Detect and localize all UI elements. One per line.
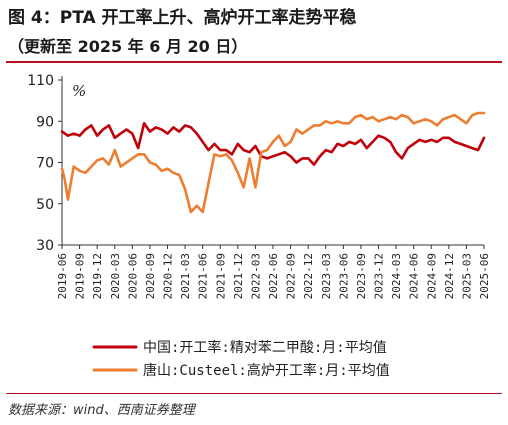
y-unit-label: % bbox=[72, 82, 86, 100]
x-tick-label: 2022-12 bbox=[302, 253, 315, 299]
x-tick-label: 2022-06 bbox=[267, 253, 280, 299]
x-tick-label: 2023-06 bbox=[337, 253, 350, 299]
y-tick-label: 110 bbox=[27, 73, 54, 89]
y-tick-label: 70 bbox=[36, 156, 54, 172]
source-rule bbox=[6, 393, 502, 394]
legend-label-2: 唐山:Custeel:高炉开工率:月:平均值 bbox=[143, 362, 390, 379]
x-tick-label: 2019-12 bbox=[91, 253, 104, 299]
x-tick-label: 2020-03 bbox=[109, 253, 122, 299]
chart-series bbox=[60, 111, 486, 214]
line-chart: 30 50 70 90 110% 2019-06 2019-09 2019-12 2020-03… bbox=[27, 73, 491, 379]
x-tick-label: 2020-06 bbox=[126, 253, 139, 299]
x-tick-label: 2019-06 bbox=[56, 253, 69, 299]
x-tick-label: 2020-09 bbox=[144, 253, 157, 299]
chart-legend: 中国:开工率:精对苯二甲酸:月:平均值唐山:Custeel:高炉开工率:月:平均… bbox=[92, 339, 390, 379]
x-tick-label: 2021-03 bbox=[179, 253, 192, 299]
x-tick-label: 2022-03 bbox=[249, 253, 262, 299]
x-tick-label: 2024-03 bbox=[390, 253, 403, 299]
x-tick-label: 2021-12 bbox=[232, 253, 245, 299]
x-tick-label: 2024-12 bbox=[443, 253, 456, 299]
y-tick-label: 30 bbox=[36, 238, 54, 254]
y-tick-label: 50 bbox=[36, 197, 54, 213]
x-tick-label: 2025-03 bbox=[460, 253, 473, 299]
x-tick-label: 2024-06 bbox=[408, 253, 421, 299]
x-tick-label: 2021-06 bbox=[197, 253, 210, 299]
x-tick-label: 2023-03 bbox=[320, 253, 333, 299]
x-tick-label: 2020-12 bbox=[162, 253, 175, 299]
series-line-1 bbox=[60, 122, 486, 166]
x-tick-label: 2021-09 bbox=[214, 253, 227, 299]
x-tick-label: 2025-06 bbox=[478, 253, 491, 299]
title-rule bbox=[6, 61, 502, 63]
y-tick-label: 90 bbox=[36, 114, 54, 130]
legend-label-1: 中国:开工率:精对苯二甲酸:月:平均值 bbox=[143, 339, 387, 356]
x-tick-label: 2019-09 bbox=[74, 253, 87, 299]
chart-axes: 30 50 70 90 110% 2019-06 2019-09 2019-12 2020-03… bbox=[27, 73, 491, 299]
data-source: 数据来源：wind、西南证券整理 bbox=[8, 403, 195, 418]
figure-title: 图 4：PTA 开工率上升、高炉开工率走势平稳 bbox=[8, 8, 357, 28]
x-tick-label: 2023-12 bbox=[373, 253, 386, 299]
figure-subtitle: （更新至 2025 年 6 月 20 日） bbox=[8, 37, 248, 56]
x-tick-label: 2023-09 bbox=[355, 253, 368, 299]
series-line-2 bbox=[60, 111, 486, 214]
x-tick-label: 2022-09 bbox=[285, 253, 298, 299]
x-tick-label: 2024-09 bbox=[425, 253, 438, 299]
